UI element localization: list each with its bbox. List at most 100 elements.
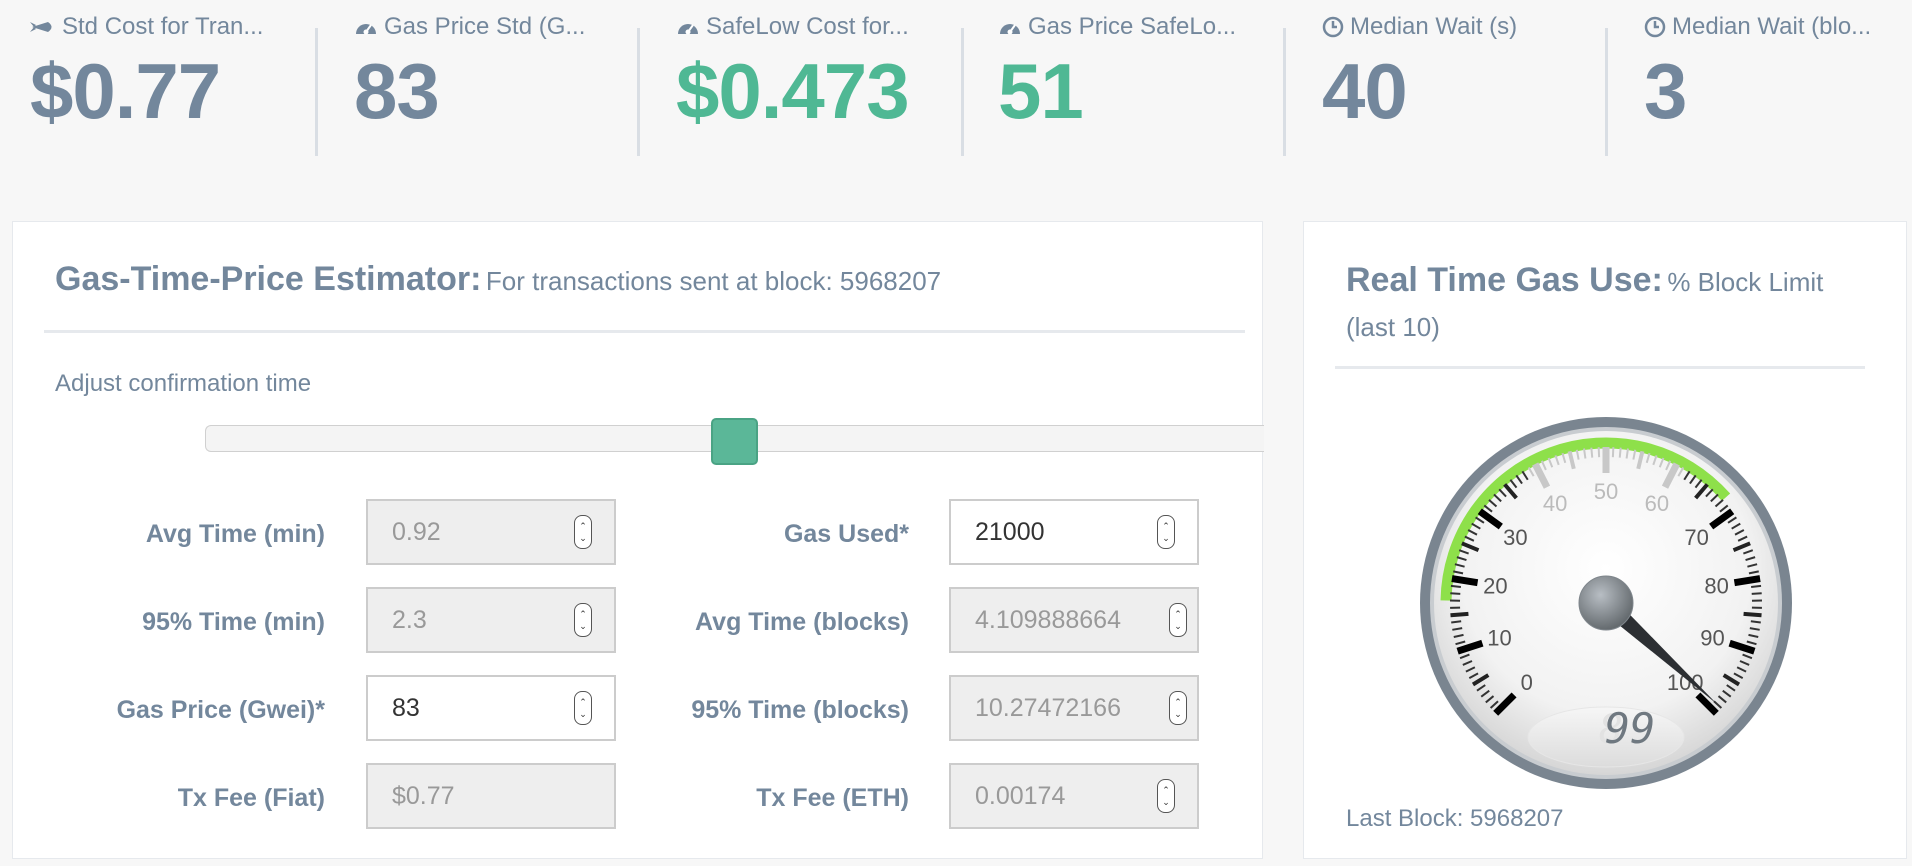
gas-price-gwei-input[interactable]: 83 ⌃ ⌄ — [366, 675, 616, 741]
gauge-tick — [1455, 640, 1466, 646]
tx-fee-fiat-field[interactable]: $0.77 — [366, 763, 616, 829]
stat-label: Median Wait (blo... — [1672, 13, 1872, 40]
gauge-tick — [1749, 627, 1760, 631]
gauge-tick — [1477, 508, 1503, 530]
gauge-tick — [1590, 447, 1594, 458]
gauge-tick — [1695, 692, 1719, 716]
gas-used-input[interactable]: 21000 ⌃ ⌄ — [949, 499, 1199, 565]
gauge-tick — [1527, 466, 1535, 477]
spinner-icon[interactable]: ⌃ ⌄ — [1157, 515, 1175, 549]
gauge-range-band — [1440, 437, 1731, 601]
gauge-tick — [1464, 535, 1475, 542]
tx-fee-eth-field[interactable]: 0.00174 ⌃ ⌄ — [949, 763, 1199, 829]
gauge-tick — [1739, 660, 1750, 666]
stat-gas-price-std: Gas Price Std (G... 83 — [354, 12, 654, 157]
gauge-tick — [1498, 488, 1507, 498]
estimator-panel: Gas-Time-Price Estimator: For transactio… — [12, 221, 1264, 859]
gauge-tick — [1734, 529, 1745, 536]
gauge-tick — [1503, 483, 1518, 500]
gauge-tick-label: 30 — [1503, 525, 1527, 550]
avg-time-min-label: Avg Time (min) — [145, 520, 325, 548]
stats-row: Std Cost for Tran... $0.77 Gas Price Std… — [0, 0, 1912, 170]
gauge-tick — [1465, 666, 1476, 673]
gauge-tick — [1748, 570, 1759, 575]
gauge-lcd-value: 99 — [1605, 704, 1656, 753]
gauge-tick — [1547, 457, 1554, 468]
gauge-tick — [1453, 570, 1464, 575]
gauge-tick — [1488, 499, 1498, 508]
gauge-tick — [1618, 447, 1622, 458]
stat-label: Gas Price Std (G... — [384, 13, 586, 40]
gauge-tick — [1709, 508, 1735, 530]
clock-icon — [1644, 16, 1666, 38]
gauge-tick — [1661, 462, 1680, 489]
gauge-tick — [1450, 592, 1461, 595]
stat-value: 83 — [354, 47, 440, 135]
stat-divider — [961, 28, 964, 156]
gauge-tick — [1743, 611, 1762, 618]
gauge-tick — [1561, 452, 1567, 464]
gauge-tick — [1726, 684, 1736, 692]
gauge-tick — [1493, 493, 1502, 503]
stat-safelow-cost: SafeLow Cost for... $0.473 — [676, 12, 976, 157]
avg-time-blocks-field[interactable]: 4.109888664 ⌃ ⌄ — [949, 587, 1199, 653]
tx-fee-eth-label: Tx Fee (ETH) — [756, 784, 909, 812]
gauge-tick — [1476, 684, 1486, 692]
gauge-tick — [1453, 633, 1464, 639]
spinner-icon[interactable]: ⌃ ⌄ — [574, 603, 592, 637]
gauge-tick-label: 10 — [1487, 626, 1511, 651]
gauge-tick — [1705, 488, 1714, 498]
gauge-tick — [1733, 672, 1744, 680]
spinner-icon[interactable]: ⌃ ⌄ — [574, 691, 592, 725]
gauge-tick — [1458, 549, 1469, 555]
gauge-tick — [1471, 522, 1481, 530]
stat-divider — [1605, 28, 1608, 156]
gauge-tick — [1471, 673, 1490, 687]
stat-divider — [315, 28, 318, 156]
gauge-tick — [1745, 556, 1756, 562]
gauge-tick — [1451, 575, 1479, 587]
gauge-tick — [1456, 556, 1467, 562]
gauge-tick — [1459, 653, 1470, 660]
gauge-tick — [1540, 460, 1547, 471]
stat-value: 3 — [1644, 47, 1687, 135]
gauge-ticks — [1450, 447, 1762, 716]
stat-label: SafeLow Cost for... — [706, 13, 909, 40]
stat-value: $0.77 — [30, 47, 221, 135]
clock-icon — [1322, 16, 1344, 38]
gauge-tick — [1658, 457, 1665, 468]
slider-handle[interactable] — [710, 418, 758, 465]
gauge-tick — [1694, 479, 1703, 489]
gauge-tick — [1677, 466, 1685, 477]
gauge-tick — [1665, 460, 1672, 471]
gas-used-label: Gas Used* — [783, 520, 909, 548]
spinner-icon[interactable]: ⌃ ⌄ — [1157, 779, 1175, 813]
spinner-icon[interactable]: ⌃ ⌄ — [1169, 603, 1187, 637]
gauge-tick — [1554, 455, 1560, 466]
p95-time-blocks-field[interactable]: 10.27472166 ⌃ ⌄ — [949, 675, 1199, 741]
gauge-tick — [1710, 493, 1719, 503]
gauge-tick — [1717, 695, 1727, 704]
gauge-tick-label: 60 — [1645, 491, 1669, 516]
gauge-tick — [1583, 448, 1587, 459]
avg-time-min-field[interactable]: 0.92 ⌃ ⌄ — [366, 499, 616, 565]
gauge-tick — [1493, 692, 1517, 716]
stat-divider — [637, 28, 640, 156]
spinner-icon[interactable]: ⌃ ⌄ — [1169, 691, 1187, 725]
gauge-tick-label: 90 — [1700, 626, 1724, 651]
gauge-needle — [1599, 596, 1717, 704]
gauge-tick — [1489, 700, 1499, 709]
gauge-tick — [1485, 695, 1495, 704]
gauge-tick — [1461, 541, 1480, 553]
gauge-tick — [1719, 504, 1729, 513]
p95-time-min-field[interactable]: 2.3 ⌃ ⌄ — [366, 587, 616, 653]
p95-time-blocks-label: 95% Time (blocks) — [691, 696, 909, 724]
spinner-icon[interactable]: ⌃ ⌄ — [574, 515, 592, 549]
gauge-tick — [1456, 639, 1484, 655]
gauge-tick — [1521, 470, 1529, 481]
gauge-tick — [1694, 483, 1709, 500]
gas-use-panel: Real Time Gas Use: % Block Limit (last 1… — [1303, 221, 1907, 859]
gauge-tick — [1509, 479, 1518, 489]
dashboard-icon — [356, 24, 376, 35]
